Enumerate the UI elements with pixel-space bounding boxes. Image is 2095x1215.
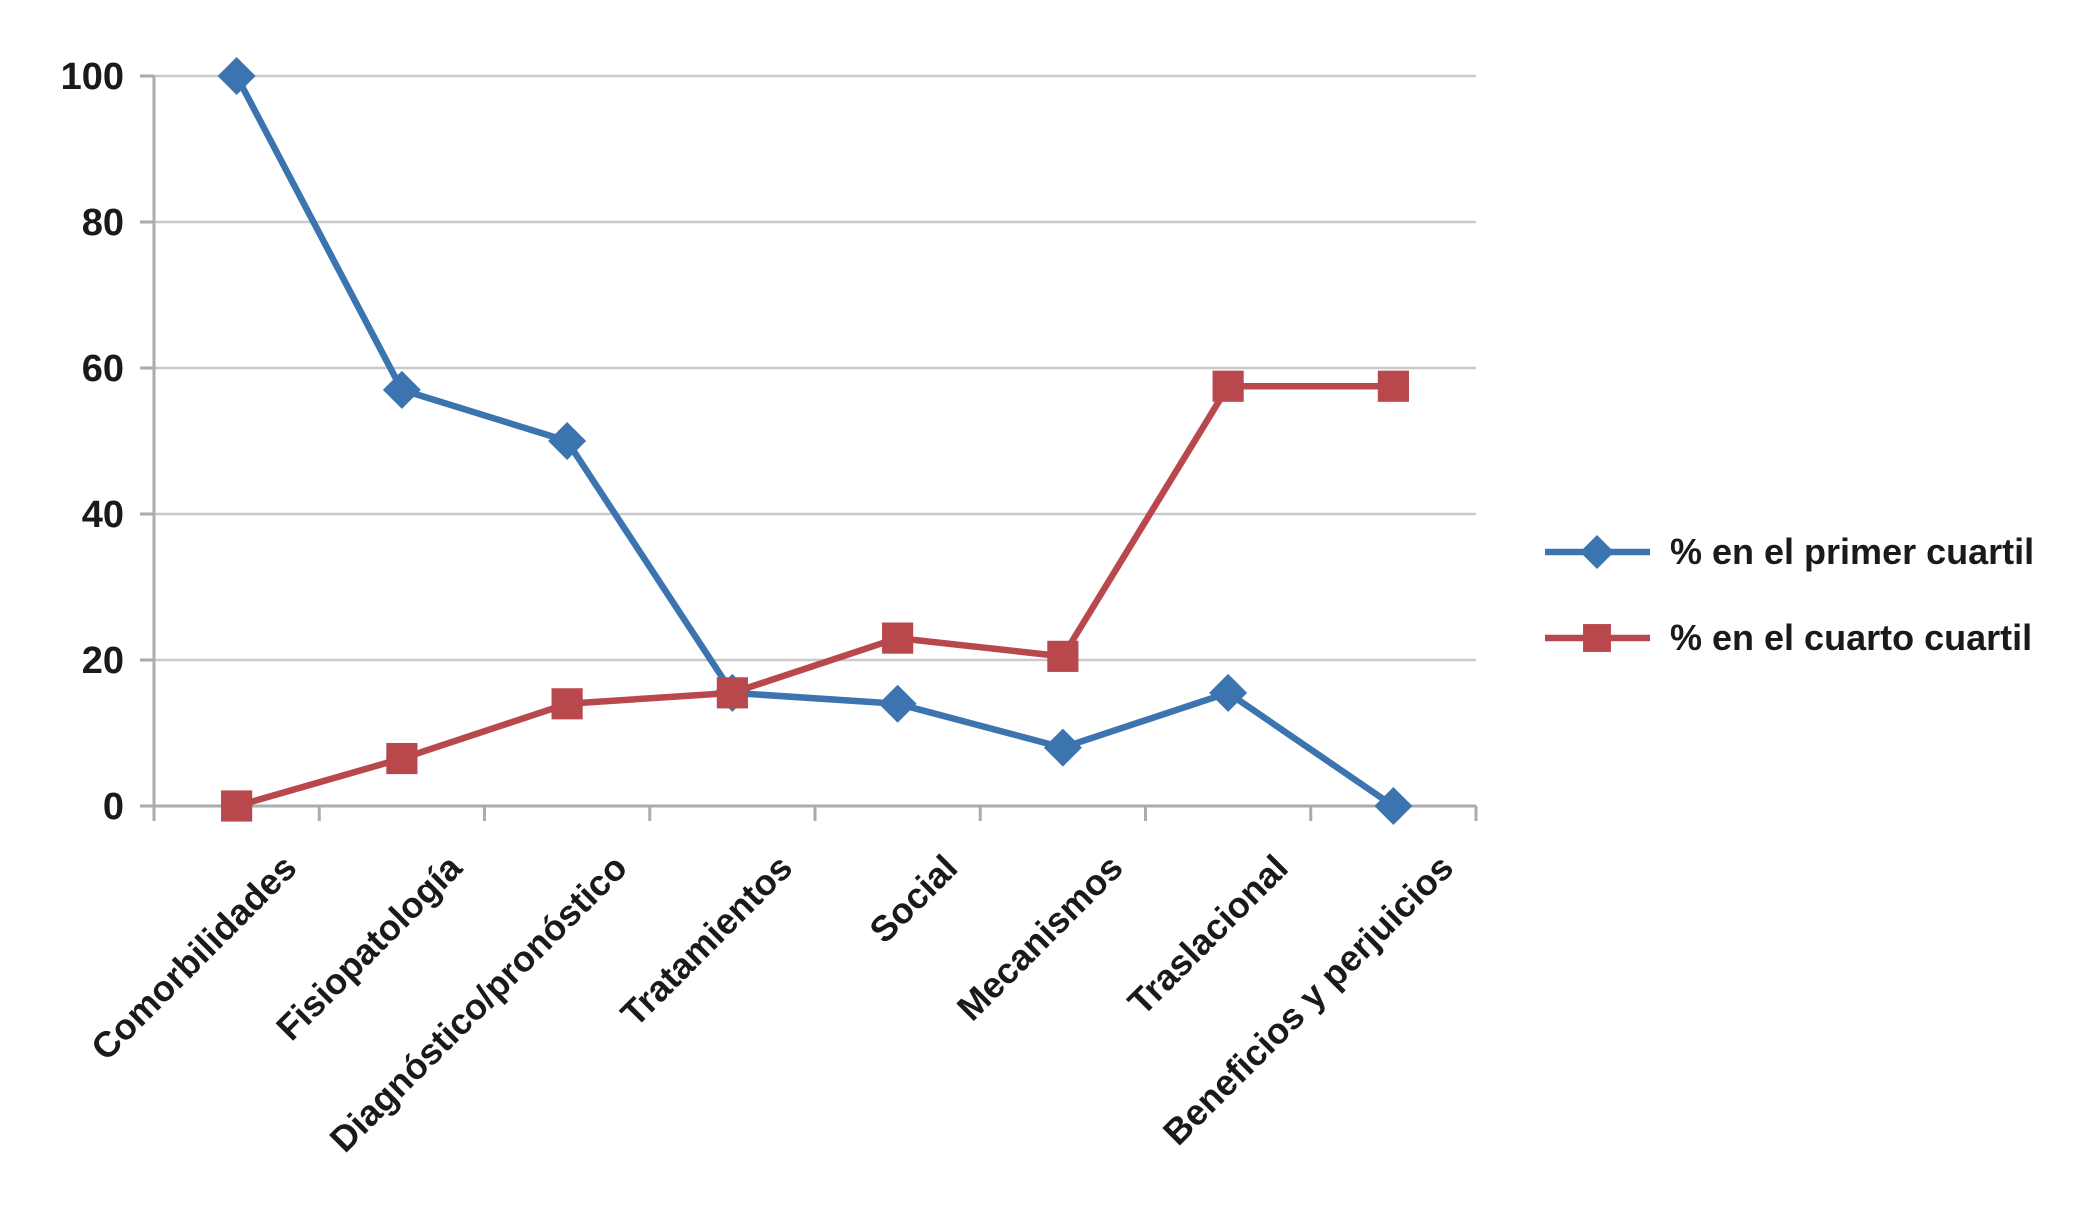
x-category-label: Social (861, 847, 965, 951)
data-point-marker (221, 790, 253, 822)
legend-item-primer-cuartil: % en el primer cuartil (1545, 530, 2034, 574)
y-axis-labels: 0 20 40 60 80 100 (61, 56, 154, 828)
legend-marker-graphic (1545, 624, 1650, 652)
legend-marker-graphic (1545, 535, 1650, 569)
x-category-label: Beneficios y perjuicios (1155, 847, 1461, 1153)
x-category-label: Tratamientos (613, 847, 800, 1034)
x-category-label: Comorbilidades (83, 847, 304, 1068)
data-point-marker (1209, 673, 1248, 712)
series-line (235, 383, 1394, 810)
data-point-marker (882, 622, 914, 654)
legend-marker-square (1545, 616, 1650, 660)
data-point-marker (551, 688, 583, 720)
legend-marker-diamond (1545, 530, 1650, 574)
data-point-marker (1377, 370, 1409, 402)
legend-item-cuarto-cuartil: % en el cuarto cuartil (1545, 616, 2034, 660)
data-point-marker (878, 684, 917, 723)
data-point-marker (1047, 640, 1079, 672)
series-cuarto-cuartil (221, 370, 1409, 822)
x-category-label: Diagnóstico/pronóstico (322, 847, 635, 1160)
chart-legend: % en el primer cuartil % en el cuarto cu… (1545, 530, 2034, 660)
gridlines (154, 74, 1476, 662)
data-point-marker (548, 422, 587, 460)
y-tick-label: 100 (61, 56, 124, 98)
data-point-marker (716, 677, 748, 709)
x-category-label: Traslacional (1120, 847, 1296, 1023)
series-primer-cuartil (217, 57, 1413, 825)
y-tick-label: 0 (103, 786, 124, 828)
data-point-marker (382, 370, 421, 409)
y-tick-label: 20 (82, 640, 124, 682)
y-tick-label: 80 (82, 202, 124, 244)
data-point-marker (386, 742, 418, 775)
y-tick-label: 40 (82, 494, 124, 536)
x-axis-labels: ComorbilidadesFisiopatologíaDiagnóstico/… (83, 846, 1461, 1160)
x-axis-ticks (152, 806, 1478, 821)
x-category-label: Mecanismos (949, 847, 1131, 1029)
data-point-marker (1212, 370, 1244, 402)
series-line (233, 74, 1396, 809)
legend-label-cuarto-cuartil: % en el cuarto cuartil (1670, 617, 2033, 658)
y-tick-label: 60 (82, 348, 124, 390)
data-point-marker (1374, 787, 1413, 825)
data-point-marker (1583, 624, 1611, 652)
data-point-marker (1580, 535, 1614, 569)
data-point-marker (1043, 728, 1082, 767)
legend-label-primer-cuartil: % en el primer cuartil (1670, 531, 2035, 572)
data-point-marker (217, 57, 256, 95)
